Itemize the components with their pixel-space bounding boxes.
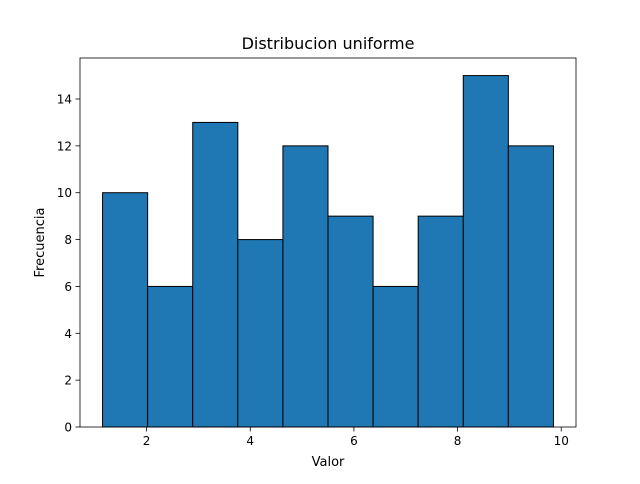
y-tick-label: 8 — [64, 233, 72, 247]
y-tick-label: 4 — [64, 327, 72, 341]
x-tick-label: 10 — [554, 434, 569, 448]
histogram-bar — [147, 285, 194, 428]
y-tick-label: 10 — [57, 186, 72, 200]
y-axis-label: Frecuencia — [33, 208, 48, 278]
y-tick-label: 2 — [64, 374, 72, 388]
axes-frame — [79, 57, 577, 428]
y-tick-label: 12 — [57, 139, 72, 153]
x-tick-label: 8 — [454, 434, 462, 448]
x-axis-label: Valor — [312, 455, 345, 470]
y-tick-label: 6 — [64, 280, 72, 294]
histogram-bar — [327, 215, 374, 428]
y-ticks-group: 0 2 4 6 8 10 12 14 — [57, 93, 80, 435]
y-tick-label: 14 — [57, 93, 72, 107]
x-tick-label: 6 — [350, 434, 358, 448]
x-tick-label: 2 — [143, 434, 151, 448]
x-ticks-group: 2 4 6 8 10 — [143, 427, 569, 448]
histogram-bar — [417, 215, 464, 428]
chart-title: Distribucion uniforme — [242, 34, 415, 53]
histogram-bar — [102, 192, 149, 428]
bars-group — [102, 75, 554, 428]
histogram-bar — [462, 75, 509, 428]
histogram-bar — [507, 145, 554, 428]
histogram-bar — [282, 145, 329, 428]
histogram-bar — [192, 121, 239, 428]
histogram-bar — [372, 285, 419, 428]
y-tick-label: 0 — [64, 421, 72, 435]
histogram-bar — [237, 239, 284, 428]
x-tick-label: 4 — [246, 434, 254, 448]
